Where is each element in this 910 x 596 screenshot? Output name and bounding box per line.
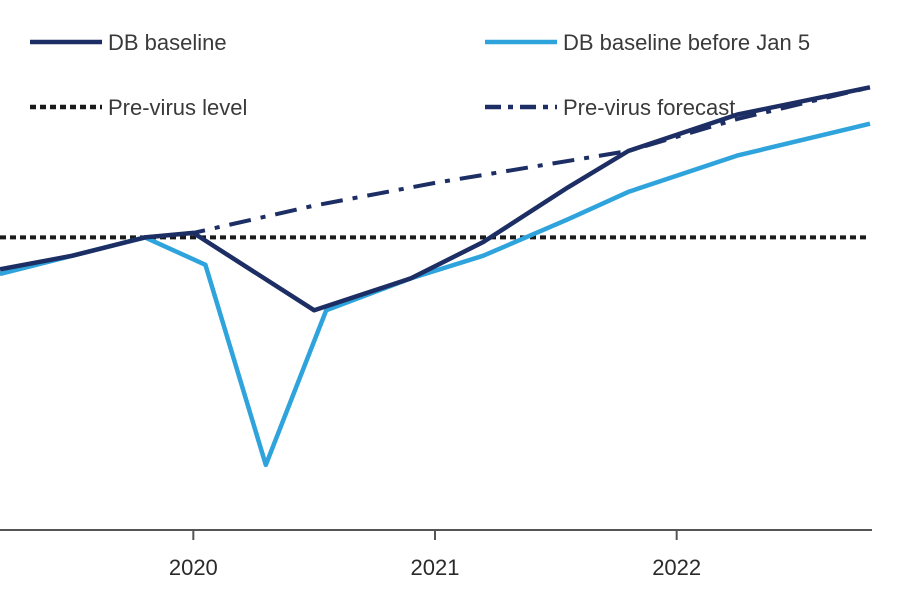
- legend-label: DB baseline before Jan 5: [563, 30, 810, 55]
- legend-label: Pre-virus level: [108, 95, 247, 120]
- x-tick-label: 2022: [652, 555, 701, 580]
- legend: DB baseline DB baseline before Jan 5 Pre-v…: [30, 30, 810, 120]
- legend-label: Pre-virus forecast: [563, 95, 735, 120]
- legend-item-0: DB baseline: [30, 30, 227, 55]
- series-line-1: [0, 121, 871, 468]
- legend-label: DB baseline: [108, 30, 227, 55]
- legend-item-1: DB baseline before Jan 5: [485, 30, 810, 55]
- legend-item-3: Pre-virus forecast: [485, 95, 735, 120]
- legend-item-2: Pre-virus level: [30, 95, 247, 120]
- x-tick-label: 2021: [411, 555, 460, 580]
- series-layer: [0, 85, 871, 468]
- x-tick-label: 2020: [169, 555, 218, 580]
- x-axis-ticks: 2020 2021 2022: [169, 530, 701, 580]
- series-line-0: [0, 85, 871, 313]
